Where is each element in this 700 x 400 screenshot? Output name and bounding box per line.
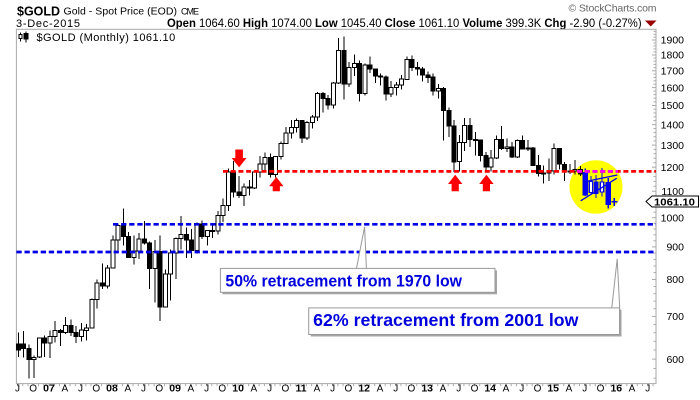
svg-text:700: 700 bbox=[666, 311, 684, 323]
svg-text:13: 13 bbox=[421, 383, 433, 395]
svg-text:16: 16 bbox=[610, 383, 622, 395]
svg-text:$GOLD (Monthly) 1061.10: $GOLD (Monthly) 1061.10 bbox=[37, 32, 176, 44]
svg-text:$GOLD: $GOLD bbox=[17, 4, 60, 19]
svg-text:Gold - Spot Price (EOD): Gold - Spot Price (EOD) bbox=[64, 6, 178, 18]
svg-text:11: 11 bbox=[296, 383, 307, 395]
svg-text:J: J bbox=[267, 384, 272, 395]
svg-text:3-Dec-2015: 3-Dec-2015 bbox=[16, 18, 80, 30]
svg-text:10: 10 bbox=[232, 383, 244, 395]
svg-text:14: 14 bbox=[484, 383, 496, 395]
svg-text:A: A bbox=[440, 384, 447, 395]
svg-text:1600: 1600 bbox=[661, 82, 685, 94]
svg-text:07: 07 bbox=[43, 383, 55, 395]
svg-text:J: J bbox=[330, 384, 335, 395]
svg-text:800: 800 bbox=[666, 274, 684, 286]
svg-text:09: 09 bbox=[169, 383, 181, 395]
svg-text:O: O bbox=[155, 384, 163, 395]
svg-text:O: O bbox=[408, 384, 416, 395]
svg-text:50% retracement from 1970 low: 50% retracement from 1970 low bbox=[225, 273, 462, 291]
svg-text:O: O bbox=[29, 384, 37, 395]
svg-text:1900: 1900 bbox=[661, 35, 685, 47]
svg-text:12: 12 bbox=[358, 383, 370, 395]
svg-text:1500: 1500 bbox=[661, 100, 685, 112]
svg-text:900: 900 bbox=[666, 242, 684, 254]
svg-text:A: A bbox=[187, 384, 194, 395]
svg-text:J: J bbox=[582, 384, 587, 395]
svg-text:A: A bbox=[250, 384, 257, 395]
svg-text:A: A bbox=[314, 384, 321, 395]
svg-text:1000: 1000 bbox=[661, 212, 685, 224]
svg-text:A: A bbox=[377, 384, 384, 395]
svg-text:O: O bbox=[218, 384, 226, 395]
svg-text:08: 08 bbox=[106, 383, 118, 395]
svg-text:1700: 1700 bbox=[661, 66, 685, 78]
svg-text:J: J bbox=[519, 384, 524, 395]
svg-text:J: J bbox=[645, 384, 650, 395]
svg-text:O: O bbox=[534, 384, 542, 395]
svg-text:1200: 1200 bbox=[661, 162, 685, 174]
svg-text:1400: 1400 bbox=[661, 119, 685, 131]
svg-text:15: 15 bbox=[547, 383, 559, 395]
svg-text:1300: 1300 bbox=[661, 140, 685, 152]
svg-text:600: 600 bbox=[666, 354, 684, 366]
svg-text:Open 1064.60 High 1074.00 Low: Open 1064.60 High 1074.00 Low 1045.40 Cl… bbox=[167, 18, 642, 30]
svg-text:J: J bbox=[141, 384, 146, 395]
svg-text:J: J bbox=[456, 384, 461, 395]
svg-text:A: A bbox=[124, 384, 131, 395]
svg-text:62% retracement from 2001 low: 62% retracement from 2001 low bbox=[313, 310, 579, 330]
svg-text:J: J bbox=[204, 384, 209, 395]
svg-text:O: O bbox=[597, 384, 605, 395]
svg-text:O: O bbox=[345, 384, 353, 395]
svg-text:1800: 1800 bbox=[661, 50, 685, 62]
svg-text:A: A bbox=[629, 384, 636, 395]
svg-text:J: J bbox=[78, 384, 83, 395]
svg-text:A: A bbox=[61, 384, 68, 395]
svg-text:1061.10: 1061.10 bbox=[654, 196, 695, 208]
svg-text:J: J bbox=[15, 384, 20, 395]
svg-text:O: O bbox=[282, 384, 290, 395]
svg-text:1100: 1100 bbox=[661, 186, 684, 198]
svg-text:J: J bbox=[393, 384, 398, 395]
svg-text:O: O bbox=[92, 384, 100, 395]
svg-text:A: A bbox=[503, 384, 510, 395]
svg-text:O: O bbox=[471, 384, 479, 395]
svg-text:© StockCharts.com: © StockCharts.com bbox=[569, 3, 657, 15]
svg-text:CME: CME bbox=[181, 7, 199, 17]
svg-text:A: A bbox=[566, 384, 573, 395]
